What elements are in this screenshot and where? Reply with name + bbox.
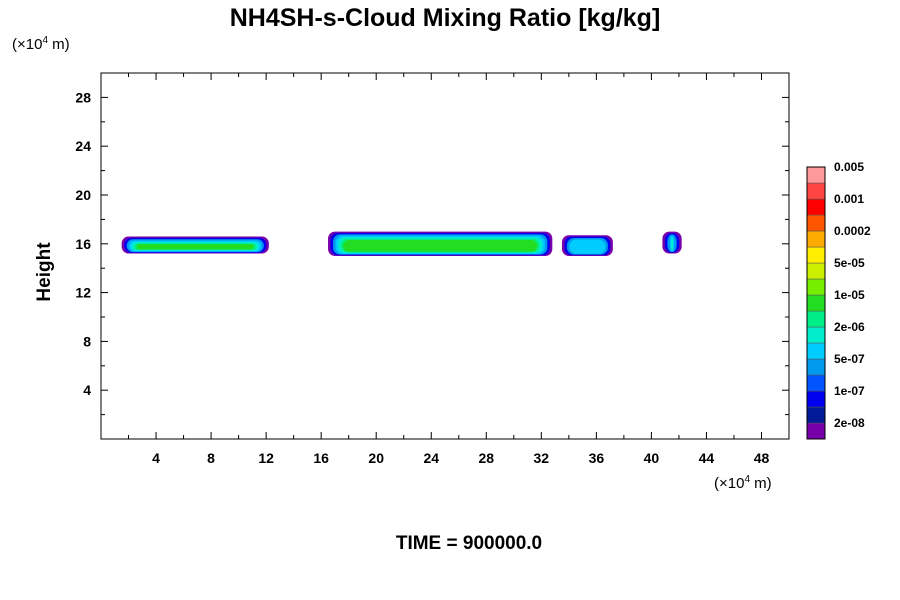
y-tick-label: 24 [75, 138, 91, 154]
colorbar-swatch [806, 326, 826, 344]
y-unit-label: (×104 m) [12, 35, 70, 53]
colorbar-label: 1e-05 [834, 288, 865, 302]
colorbar-swatch [806, 358, 826, 376]
colorbar-label: 2e-08 [834, 416, 865, 430]
colorbar-label: 1e-07 [834, 384, 865, 398]
x-tick-label: 4 [152, 450, 160, 466]
x-tick-label: 36 [589, 450, 605, 466]
colorbar-swatch [806, 246, 826, 264]
time-footer: TIME = 900000.0 [396, 533, 542, 554]
cloud-region [328, 231, 553, 256]
cloud-region [662, 231, 682, 254]
colorbar-swatch [806, 214, 826, 232]
cloud-layer [121, 231, 682, 256]
colorbar-swatch [806, 198, 826, 216]
x-tick-label: 40 [644, 450, 660, 466]
cloud-contour [671, 237, 674, 251]
cloud-region [561, 235, 613, 256]
colorbar-swatch [806, 390, 826, 408]
y-axis: 4 8 12 16 20 24 28 [75, 72, 789, 416]
colorbar-label: 5e-05 [834, 256, 865, 270]
colorbar-swatch [806, 374, 826, 392]
colorbar-label: 5e-07 [834, 352, 865, 366]
colorbar-swatch [806, 310, 826, 328]
x-tick-label: 28 [478, 450, 494, 466]
x-tick-label: 32 [534, 450, 550, 466]
colorbar-label: 0.005 [834, 160, 864, 174]
x-unit-label: (×104 m) [714, 474, 772, 492]
x-tick-label: 48 [754, 450, 770, 466]
colorbar-label: 0.001 [834, 192, 864, 206]
y-tick-label: 28 [75, 89, 91, 105]
y-tick-label: 4 [83, 382, 91, 398]
y-tick-label: 12 [75, 285, 91, 301]
colorbar-swatch [806, 166, 826, 184]
x-tick-label: 24 [423, 450, 439, 466]
colorbar-frame [806, 166, 826, 440]
cloud-region [121, 236, 269, 254]
y-tick-label: 20 [75, 187, 91, 203]
y-axis-label: Height [34, 242, 55, 302]
colorbar-swatch [806, 422, 826, 440]
y-tick-label: 16 [75, 236, 91, 252]
colorbar: 2e-08 1e-07 5e-07 2e-06 1e-05 5e-05 0.0002 0.00… [806, 160, 871, 440]
colorbar-swatch [806, 406, 826, 424]
x-tick-label: 20 [368, 450, 384, 466]
chart-title: NH4SH-s-Cloud Mixing Ratio [kg/kg] [230, 4, 661, 32]
x-tick-label: 44 [699, 450, 715, 466]
cloud-contour [136, 244, 254, 250]
colorbar-swatch [806, 342, 826, 360]
y-tick-label: 8 [83, 333, 91, 349]
colorbar-label: 0.0002 [834, 224, 871, 238]
x-tick-label: 16 [313, 450, 329, 466]
colorbar-swatch [806, 182, 826, 200]
colorbar-swatch [806, 230, 826, 248]
colorbar-swatch [806, 294, 826, 312]
cloud-contour [343, 240, 538, 252]
x-tick-label: 12 [258, 450, 274, 466]
colorbar-swatch [806, 278, 826, 296]
colorbar-swatch [806, 262, 826, 280]
colorbar-label: 2e-06 [834, 320, 865, 334]
x-tick-label: 8 [207, 450, 215, 466]
cloud-contour [569, 239, 606, 254]
x-axis: 4 8 12 16 20 24 28 32 36 40 44 48 [128, 73, 790, 466]
